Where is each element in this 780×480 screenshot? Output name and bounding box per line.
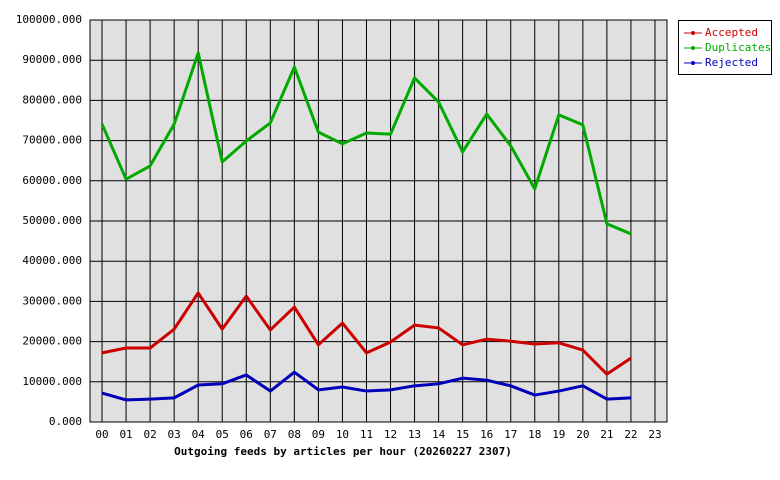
x-tick-label: 03 (168, 428, 181, 441)
x-tick-label: 18 (528, 428, 541, 441)
x-tick-label: 19 (552, 428, 565, 441)
legend-marker (691, 31, 695, 35)
x-tick-label: 02 (143, 428, 156, 441)
y-tick-label: 50000.000 (22, 214, 82, 227)
x-tick-label: 12 (384, 428, 397, 441)
y-tick-label: 90000.000 (22, 53, 82, 66)
plot-border (89, 19, 668, 423)
legend-label: Accepted (705, 26, 758, 39)
x-tick-label: 05 (216, 428, 229, 441)
x-tick-label: 20 (576, 428, 589, 441)
x-tick-label: 00 (95, 428, 108, 441)
x-tick-label: 17 (504, 428, 517, 441)
x-tick-label: 16 (480, 428, 493, 441)
x-tick-label: 07 (264, 428, 277, 441)
legend-label: Duplicates (705, 41, 771, 54)
x-tick-label: 08 (288, 428, 301, 441)
x-tick-label: 11 (360, 428, 373, 441)
y-tick-label: 100000.000 (16, 13, 82, 26)
series-line (101, 370, 632, 402)
x-tick-label: 23 (648, 428, 661, 441)
x-tick-label: 09 (312, 428, 325, 441)
y-tick-label: 60000.000 (22, 174, 82, 187)
legend-label: Rejected (705, 56, 758, 69)
x-tick-label: 22 (624, 428, 637, 441)
legend-marker (691, 61, 695, 65)
x-tick-label: 14 (432, 428, 446, 441)
legend-marker (691, 46, 695, 50)
series-line (100, 51, 632, 236)
y-tick-label: 40000.000 (22, 254, 82, 267)
y-tick-label: 70000.000 (22, 134, 82, 147)
x-tick-label: 15 (456, 428, 469, 441)
y-tick-label: 80000.000 (22, 93, 82, 106)
y-tick-label: 30000.000 (22, 294, 82, 307)
x-tick-label: 01 (119, 428, 132, 441)
y-tick-label: 20000.000 (22, 335, 82, 348)
x-tick-label: 13 (408, 428, 421, 441)
y-tick-label: 10000.000 (22, 375, 82, 388)
y-tick-label: 0.000 (49, 415, 82, 428)
x-tick-label: 10 (336, 428, 349, 441)
x-tick-label: 21 (600, 428, 613, 441)
x-axis-label: Outgoing feeds by articles per hour (202… (174, 445, 512, 458)
series-line (101, 291, 632, 376)
x-tick-label: 04 (192, 428, 206, 441)
x-tick-label: 06 (240, 428, 253, 441)
